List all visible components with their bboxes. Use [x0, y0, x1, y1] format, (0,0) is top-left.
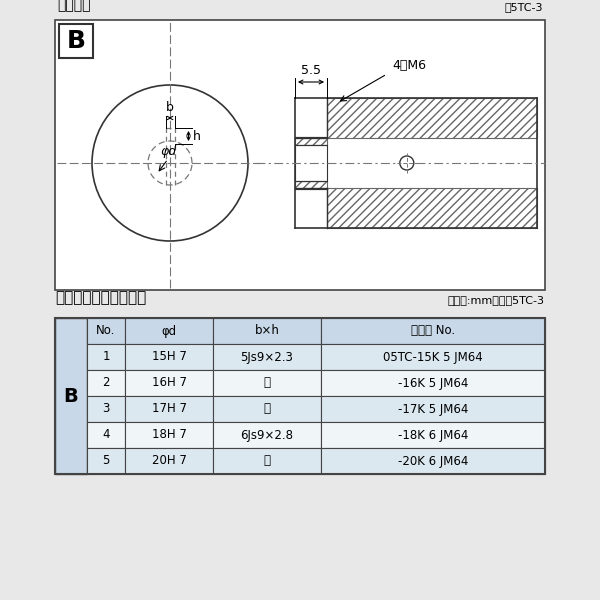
Bar	[213, 422, 321, 448]
Bar	[321, 422, 545, 448]
Bar	[55, 318, 545, 474]
Text: 5.5: 5.5	[301, 64, 321, 77]
Text: h: h	[193, 130, 200, 142]
Bar	[87, 422, 125, 448]
Bar	[87, 396, 125, 422]
Bar	[125, 370, 213, 396]
Bar	[321, 318, 545, 344]
Bar	[213, 396, 321, 422]
Bar	[213, 344, 321, 370]
Text: b×h: b×h	[254, 325, 280, 337]
Bar	[321, 396, 545, 422]
Text: （単位:mm）　表5TC-3: （単位:mm） 表5TC-3	[448, 295, 545, 305]
Bar	[125, 448, 213, 474]
Text: -20K 6 JM64: -20K 6 JM64	[398, 455, 468, 467]
Text: B: B	[64, 386, 79, 406]
Text: -16K 5 JM64: -16K 5 JM64	[398, 377, 468, 389]
Text: -17K 5 JM64: -17K 5 JM64	[398, 403, 468, 415]
Text: -18K 6 JM64: -18K 6 JM64	[398, 428, 468, 442]
Text: 軸穴形状: 軸穴形状	[57, 0, 91, 12]
Text: 4－M6: 4－M6	[392, 59, 426, 72]
Bar	[125, 344, 213, 370]
Text: 〃: 〃	[263, 377, 271, 389]
Text: 5Js9×2.3: 5Js9×2.3	[241, 350, 293, 364]
Bar	[55, 318, 87, 474]
Bar	[327, 98, 537, 138]
Bar	[213, 448, 321, 474]
Circle shape	[400, 156, 414, 170]
Bar	[125, 396, 213, 422]
Circle shape	[92, 85, 248, 241]
Bar	[87, 318, 125, 344]
Bar	[327, 188, 537, 228]
Bar	[213, 318, 321, 344]
Bar	[87, 344, 125, 370]
Text: 〃: 〃	[263, 403, 271, 415]
Text: 05TC-15K 5 JM64: 05TC-15K 5 JM64	[383, 350, 483, 364]
Bar	[55, 20, 545, 290]
Text: 15H 7: 15H 7	[152, 350, 187, 364]
Text: b: b	[166, 101, 174, 114]
Bar	[87, 370, 125, 396]
Text: 〃: 〃	[263, 455, 271, 467]
Bar	[295, 181, 327, 189]
Text: 軸穴形状コード一覧表: 軸穴形状コード一覧表	[55, 290, 146, 305]
Text: No.: No.	[97, 325, 116, 337]
Text: コード No.: コード No.	[411, 325, 455, 337]
Bar	[321, 344, 545, 370]
Bar	[295, 137, 327, 145]
Text: 17H 7: 17H 7	[151, 403, 187, 415]
Text: 3: 3	[103, 403, 110, 415]
Text: 18H 7: 18H 7	[152, 428, 187, 442]
Bar	[125, 318, 213, 344]
Bar	[321, 448, 545, 474]
Text: 5: 5	[103, 455, 110, 467]
Text: 20H 7: 20H 7	[152, 455, 187, 467]
Text: 1: 1	[102, 350, 110, 364]
Text: 4: 4	[102, 428, 110, 442]
Bar	[295, 145, 327, 181]
Bar	[59, 24, 93, 58]
Text: φd: φd	[161, 325, 176, 337]
Bar	[87, 448, 125, 474]
Text: 図5TC-3: 図5TC-3	[505, 2, 543, 12]
Text: 2: 2	[102, 377, 110, 389]
Bar	[125, 422, 213, 448]
Text: 16H 7: 16H 7	[151, 377, 187, 389]
Bar	[0, 0, 600, 300]
Text: φd: φd	[160, 145, 176, 158]
Text: 6Js9×2.8: 6Js9×2.8	[241, 428, 293, 442]
Bar	[321, 370, 545, 396]
Bar	[213, 370, 321, 396]
Text: B: B	[67, 29, 86, 53]
